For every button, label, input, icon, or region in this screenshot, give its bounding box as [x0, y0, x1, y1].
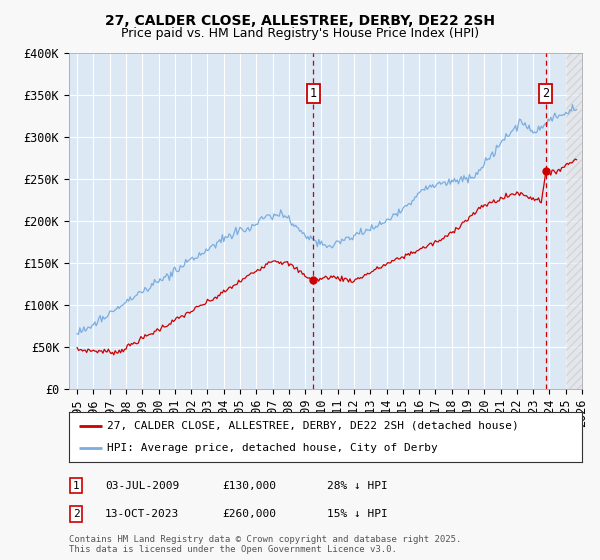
Text: 27, CALDER CLOSE, ALLESTREE, DERBY, DE22 2SH: 27, CALDER CLOSE, ALLESTREE, DERBY, DE22…: [105, 14, 495, 28]
Text: 2: 2: [73, 509, 80, 519]
Text: £260,000: £260,000: [222, 509, 276, 519]
Text: 1: 1: [310, 87, 317, 100]
Text: 28% ↓ HPI: 28% ↓ HPI: [327, 480, 388, 491]
Text: HPI: Average price, detached house, City of Derby: HPI: Average price, detached house, City…: [107, 443, 438, 453]
Text: Price paid vs. HM Land Registry's House Price Index (HPI): Price paid vs. HM Land Registry's House …: [121, 27, 479, 40]
Text: Contains HM Land Registry data © Crown copyright and database right 2025.
This d: Contains HM Land Registry data © Crown c…: [69, 535, 461, 554]
Text: 15% ↓ HPI: 15% ↓ HPI: [327, 509, 388, 519]
Text: 13-OCT-2023: 13-OCT-2023: [105, 509, 179, 519]
Bar: [566, 53, 582, 389]
Text: 03-JUL-2009: 03-JUL-2009: [105, 480, 179, 491]
Text: 1: 1: [73, 480, 80, 491]
Text: 2: 2: [542, 87, 550, 100]
Text: 27, CALDER CLOSE, ALLESTREE, DERBY, DE22 2SH (detached house): 27, CALDER CLOSE, ALLESTREE, DERBY, DE22…: [107, 421, 519, 431]
Text: £130,000: £130,000: [222, 480, 276, 491]
